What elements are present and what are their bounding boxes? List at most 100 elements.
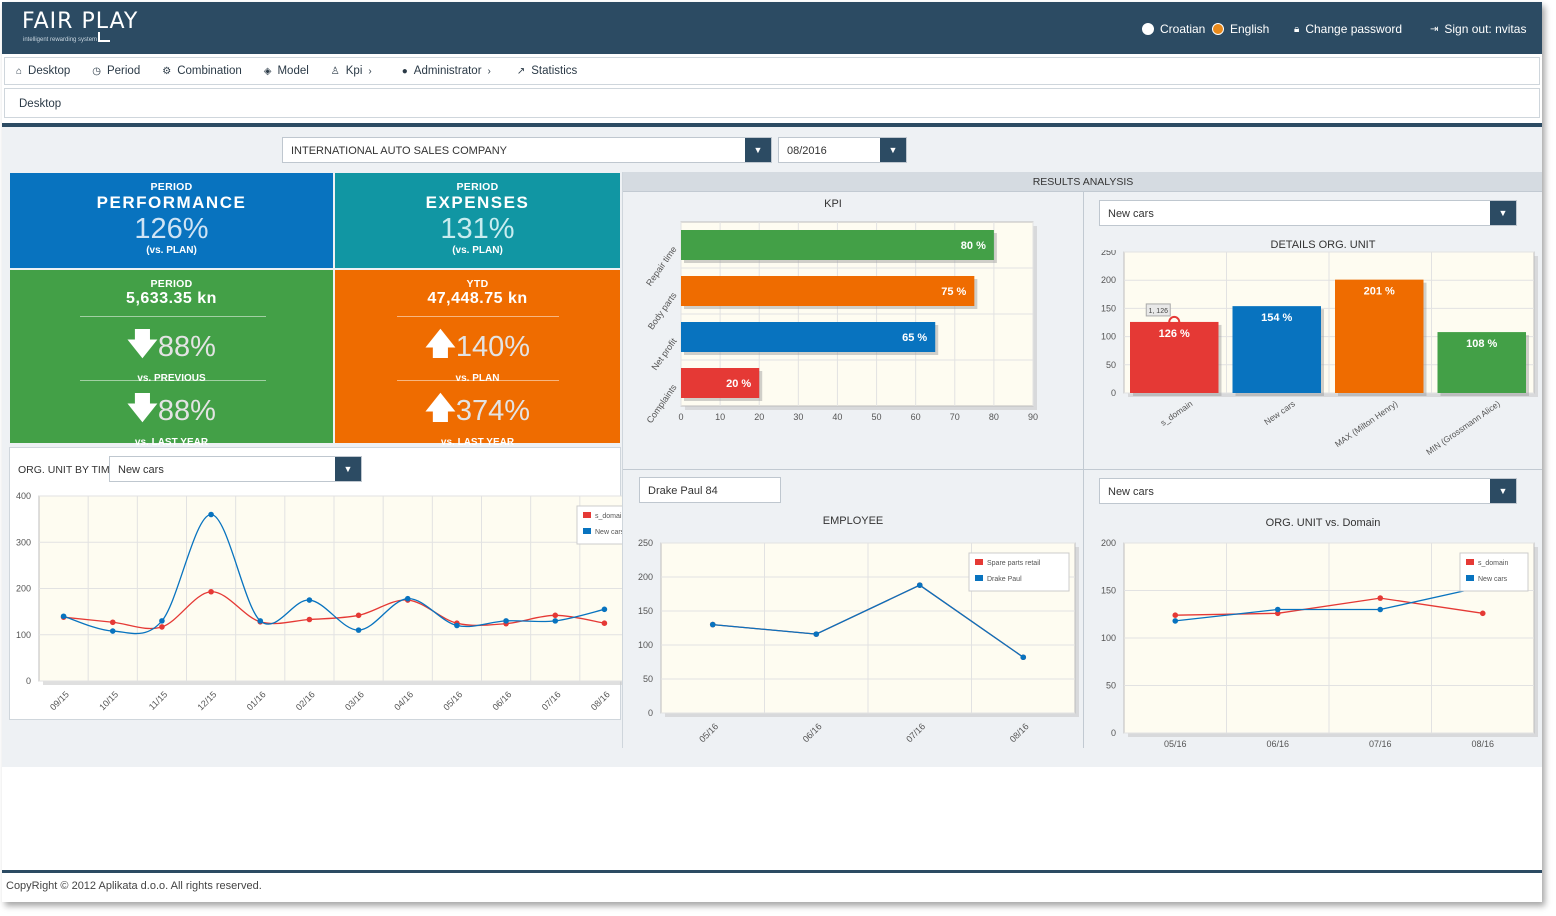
nav-model-label: Model — [277, 65, 309, 77]
nav-administrator-label: Administrator — [413, 65, 482, 77]
y-tick-label: 150 — [1101, 586, 1116, 596]
cogs-icon: ⚙ — [162, 65, 172, 77]
data-point — [1172, 618, 1179, 624]
metric-percent: 88% — [157, 331, 216, 363]
x-tick-label: 10/15 — [97, 689, 120, 712]
dropdown-arrow-icon[interactable]: ▼ — [880, 138, 906, 162]
kpi-bar — [681, 322, 936, 352]
x-tick-label: 05/16 — [1164, 739, 1187, 747]
legend-box — [576, 505, 622, 545]
x-tick-label: 11/15 — [147, 689, 170, 712]
metric-label: vs. LAST YEAR — [134, 437, 209, 448]
orgdomain-select-value: New cars — [1108, 486, 1154, 498]
legend-label: Spare parts retail — [987, 560, 1041, 567]
employee-select[interactable]: Drake Paul 84 — [639, 477, 781, 503]
tile-period-label: PERIOD — [456, 181, 499, 193]
employee-chart: 0 50 100 150 200 250 05/16 06/16 07/16 08/16 Spare… — [638, 538, 1079, 744]
details-select-value: New cars — [1108, 208, 1154, 220]
radio-icon — [1142, 23, 1154, 35]
orgdomain-select[interactable]: New cars ▼ — [1099, 478, 1517, 504]
data-point — [208, 511, 214, 518]
nav-statistics[interactable]: ↗ Statistics — [506, 58, 588, 84]
data-point — [159, 624, 165, 630]
data-point — [1020, 654, 1027, 661]
x-tick-label: 06/16 — [490, 689, 513, 712]
data-point — [1479, 610, 1486, 617]
change-password-link[interactable]: 🔒︎ Change password — [1294, 22, 1402, 36]
line-chart-icon: ↗ — [516, 65, 526, 77]
nav-desktop[interactable]: ⌂ Desktop — [5, 58, 81, 84]
nav-period-label: Period — [106, 65, 141, 77]
kpi-bar — [681, 230, 994, 260]
results-analysis-area: RESULTS ANALYSIS KPI 0 10 20 30 40 50 60 70 80 90… — [622, 172, 1542, 748]
bar-data-label: 108 % — [1466, 338, 1497, 350]
y-category-label: Net profit — [650, 336, 679, 372]
legend-label: Drake Paul — [987, 576, 1022, 583]
nav-model[interactable]: ◈ Model — [253, 58, 320, 84]
data-point — [552, 612, 559, 619]
x-tick-label: 07/16 — [1369, 739, 1392, 747]
arrow-up-icon: 🡅 — [424, 328, 456, 361]
dropdown-arrow-icon[interactable]: ▼ — [335, 457, 361, 481]
tile-divider — [80, 380, 266, 381]
metric-label: vs. PREVIOUS — [137, 373, 206, 384]
details-bar — [1437, 332, 1526, 393]
org-time-label: ORG. UNIT BY TIME — [18, 464, 117, 476]
legend-label: s_domain — [1478, 560, 1508, 567]
series-line — [1175, 586, 1483, 622]
x-tick-label: 50 — [872, 412, 882, 422]
x-tick-label: 08/16 — [589, 689, 612, 712]
metric-percent: 374% — [455, 395, 530, 427]
y-tick-label: 300 — [16, 537, 31, 547]
clock-icon: ◷ — [92, 65, 101, 77]
dropdown-arrow-icon[interactable]: ▼ — [745, 138, 771, 162]
dropdown-arrow-icon[interactable]: ▼ — [1490, 201, 1516, 225]
data-point — [813, 631, 820, 637]
legend-swatch — [1466, 559, 1474, 565]
nav-kpi[interactable]: ♙ Kpi › — [320, 58, 383, 84]
tile-metric-plan: 🡅140% vs. PLAN — [335, 322, 620, 384]
top-bar: FAIR PLAY intelligent rewarding system C… — [2, 2, 1542, 54]
sign-out-link[interactable]: ⇥ Sign out: nvitas — [1430, 22, 1526, 36]
dropdown-arrow-icon[interactable]: ▼ — [1490, 479, 1516, 503]
data-point — [159, 618, 165, 624]
trophy-icon: ♙ — [330, 65, 340, 77]
footer-copyright: CopyRight © 2012 Aplikata d.o.o. All rig… — [6, 880, 262, 892]
cube-icon: ◈ — [263, 65, 272, 77]
legend-box — [968, 552, 1070, 592]
arrow-down-icon: 🡇 — [127, 392, 158, 425]
nav-period[interactable]: ◷ Period — [81, 58, 151, 84]
tile-amount: 5,633.35 kn — [126, 290, 217, 307]
org-time-select[interactable]: New cars ▼ — [109, 456, 362, 482]
details-select[interactable]: New cars ▼ — [1099, 200, 1517, 226]
language-english-label: English — [1230, 22, 1270, 36]
chevron-right-icon: › — [487, 65, 491, 77]
radio-selected-icon — [1212, 23, 1224, 35]
org-time-select-value: New cars — [118, 464, 164, 476]
company-select[interactable]: INTERNATIONAL AUTO SALES COMPANY ▼ — [282, 137, 772, 163]
tooltip-text: 1, 126 — [1149, 308, 1169, 315]
language-croatian[interactable]: Croatian — [1142, 22, 1205, 36]
bar-data-label: 75 % — [941, 286, 966, 298]
bar-data-label: 201 % — [1364, 286, 1395, 298]
x-category-label: MAX (Milton Henry) — [1333, 398, 1400, 449]
data-point — [601, 606, 608, 613]
legend-swatch — [975, 575, 983, 581]
nav-administrator[interactable]: ● Administrator › — [391, 58, 502, 84]
x-tick-label: 08/16 — [1471, 739, 1494, 747]
brand-logo[interactable]: FAIR PLAY — [22, 9, 139, 34]
y-tick-label: 200 — [638, 572, 653, 582]
period-select[interactable]: 08/2016 ▼ — [778, 137, 907, 163]
arrow-up-icon: 🡅 — [424, 392, 456, 425]
data-point — [1274, 606, 1281, 613]
y-tick-label: 0 — [26, 676, 31, 686]
tile-metric-previous: 🡇88% vs. PREVIOUS — [10, 322, 333, 384]
tooltip-box — [1145, 303, 1171, 317]
language-english[interactable]: English — [1212, 22, 1269, 36]
legend-swatch — [975, 559, 983, 565]
nav-combination[interactable]: ⚙ Combination — [151, 58, 253, 84]
x-tick-label: 10 — [715, 412, 725, 422]
x-tick-label: 09/15 — [48, 689, 71, 712]
tile-metric-last-year: 🡇88% vs. LAST YEAR — [10, 386, 333, 448]
lock-icon: 🔒︎ — [1294, 23, 1300, 35]
